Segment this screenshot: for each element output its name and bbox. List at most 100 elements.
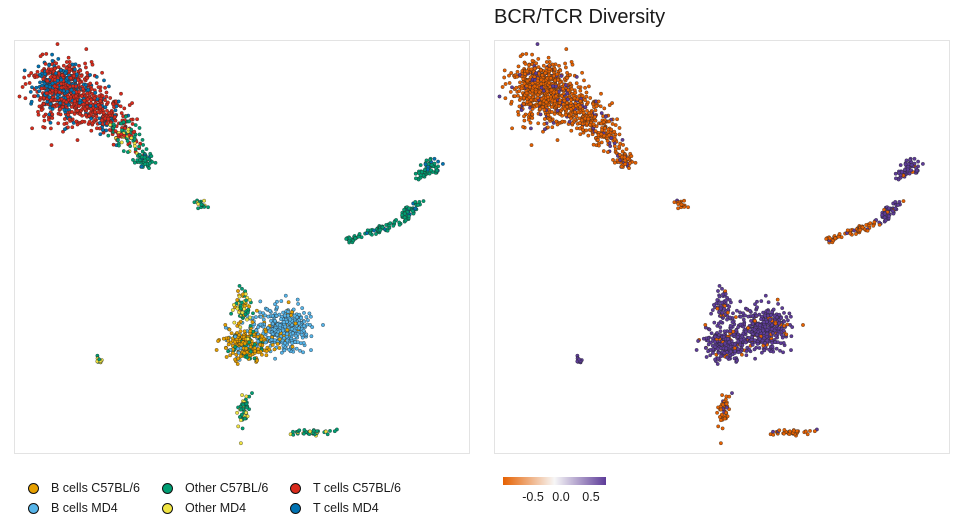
cell-point xyxy=(576,110,581,114)
cell-point xyxy=(717,333,722,337)
cell-point xyxy=(788,429,792,434)
cell-point xyxy=(535,78,540,83)
cell-point xyxy=(732,346,737,350)
cell-point xyxy=(297,312,302,317)
cell-point xyxy=(591,142,596,147)
cell-point xyxy=(251,311,255,316)
cell-point xyxy=(564,65,568,70)
cell-point xyxy=(812,429,817,434)
cell-point xyxy=(549,105,554,109)
cell-point xyxy=(593,129,598,133)
cell-point xyxy=(89,87,94,91)
cell-point xyxy=(356,234,361,239)
cell-point xyxy=(790,325,795,329)
cell-point xyxy=(74,84,78,89)
cell-point xyxy=(300,306,305,310)
cell-point xyxy=(578,132,583,137)
cell-point xyxy=(728,315,732,320)
cell-point xyxy=(59,77,64,82)
cell-point xyxy=(232,303,236,307)
cell-point xyxy=(715,362,720,366)
cell-point xyxy=(789,334,794,339)
cell-point xyxy=(45,79,50,83)
cell-point xyxy=(887,214,891,219)
cell-point xyxy=(392,220,397,224)
cell-point xyxy=(87,119,92,124)
cell-point xyxy=(153,160,158,165)
cell-point xyxy=(85,100,89,105)
cell-point xyxy=(93,90,98,95)
cell-point xyxy=(560,119,565,124)
cell-point xyxy=(223,323,228,327)
cell-point xyxy=(45,69,50,74)
cell-point xyxy=(720,426,725,431)
cell-point xyxy=(781,341,786,345)
cell-point xyxy=(49,126,53,131)
cell-point xyxy=(896,203,901,207)
cell-point xyxy=(272,338,277,343)
cell-point xyxy=(275,332,279,337)
cell-point xyxy=(290,327,294,331)
cell-point xyxy=(309,348,313,352)
cell-point xyxy=(302,428,307,432)
cell-point xyxy=(199,202,204,207)
cell-point xyxy=(196,202,201,206)
cell-point xyxy=(297,428,302,433)
cell-point xyxy=(96,85,101,89)
cell-point xyxy=(137,144,141,149)
cell-point xyxy=(238,306,243,311)
cell-point xyxy=(539,77,544,82)
cell-point xyxy=(89,97,93,102)
cell-point xyxy=(563,61,567,66)
cell-point xyxy=(599,91,603,96)
cell-point xyxy=(294,346,299,351)
cell-point xyxy=(522,114,526,119)
cell-point xyxy=(770,310,774,314)
cell-point xyxy=(773,321,778,326)
cell-point xyxy=(286,300,291,305)
cell-point xyxy=(248,323,253,328)
cell-point xyxy=(617,144,621,149)
cell-point xyxy=(402,211,407,216)
cell-point xyxy=(391,223,396,228)
cell-point xyxy=(562,98,567,103)
cell-point xyxy=(113,108,118,113)
cell-point xyxy=(557,104,561,108)
cell-point xyxy=(242,307,247,311)
cell-point xyxy=(64,60,69,64)
cell-point xyxy=(84,65,88,70)
cell-point xyxy=(272,327,277,332)
colorbar-tick-label: 0.0 xyxy=(552,490,570,504)
cell-point xyxy=(580,94,585,98)
cell-point xyxy=(283,293,288,298)
cell-point xyxy=(726,310,730,315)
cell-point xyxy=(720,286,724,291)
cell-point xyxy=(540,73,545,78)
cell-point xyxy=(622,155,627,160)
cell-point xyxy=(237,294,242,299)
cell-point xyxy=(260,352,264,357)
cell-point xyxy=(44,91,49,96)
cell-point xyxy=(263,340,268,345)
cell-point xyxy=(612,160,617,165)
cell-point xyxy=(121,120,126,124)
cell-point xyxy=(782,319,786,324)
cell-point xyxy=(778,348,782,353)
cell-point xyxy=(273,319,277,323)
cell-point xyxy=(291,429,295,434)
cell-point xyxy=(50,52,54,57)
cell-point xyxy=(256,350,261,355)
cell-point xyxy=(113,129,118,133)
cell-point xyxy=(898,163,903,167)
cell-point xyxy=(883,218,888,223)
cell-point xyxy=(238,329,243,334)
cell-point xyxy=(534,71,538,76)
cell-point xyxy=(62,117,67,121)
cell-point xyxy=(43,62,48,66)
cell-point xyxy=(733,349,737,354)
umap-cell-type-plot xyxy=(17,42,445,446)
cell-point xyxy=(522,81,527,86)
cell-point xyxy=(759,317,763,322)
cell-point xyxy=(905,167,910,172)
cell-point xyxy=(281,328,285,333)
